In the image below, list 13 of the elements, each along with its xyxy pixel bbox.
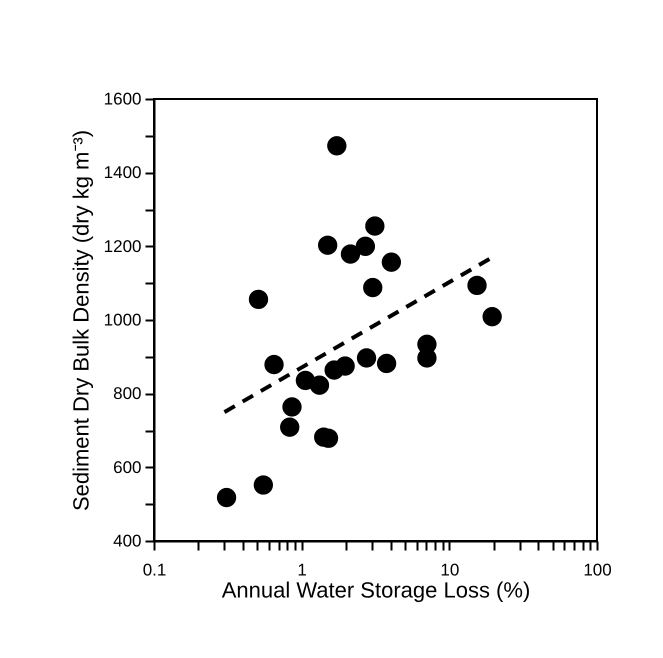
y-tick-label: 1000	[104, 310, 142, 330]
x-tick-label: 10	[440, 560, 460, 580]
y-tick-label: 400	[113, 532, 142, 550]
y-tick-label: 600	[113, 458, 142, 477]
y-tick-label: 800	[113, 384, 142, 404]
y-tick-label: 1200	[104, 236, 142, 256]
y-tick-label: 1600	[104, 90, 142, 108]
y-axis-title: Sediment Dry Bulk Density (dry kg m⁻³)	[68, 130, 94, 512]
x-tick-label: 0.1	[142, 560, 166, 580]
y-tick-label: 1400	[104, 163, 142, 182]
x-axis-title: Annual Water Storage Loss (%)	[222, 578, 530, 602]
x-tick-label: 100	[583, 560, 612, 580]
x-tick-label: 1	[297, 560, 307, 580]
